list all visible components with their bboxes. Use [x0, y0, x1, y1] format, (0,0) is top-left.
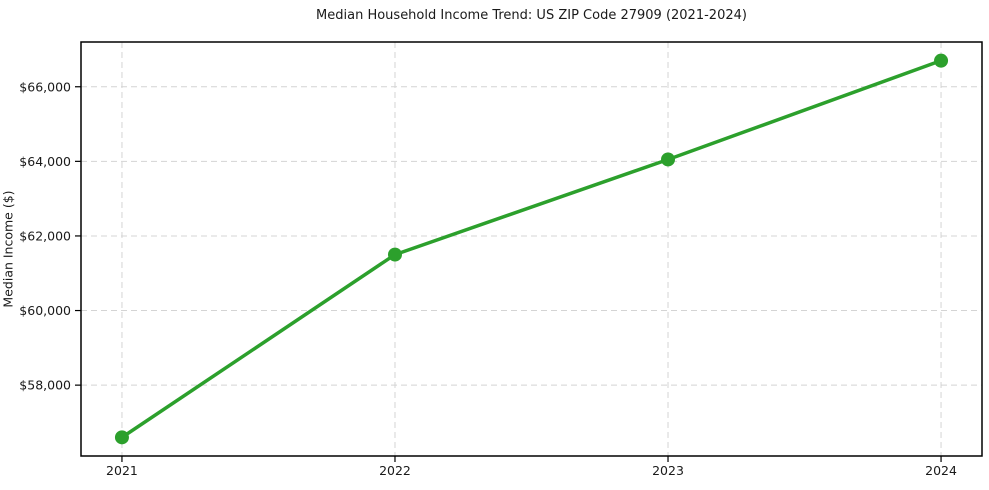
trend-line — [120, 58, 943, 440]
data-point-2024 — [934, 53, 949, 68]
y-tick-label: $58,000 — [19, 378, 71, 393]
data-point-2021 — [114, 430, 129, 445]
x-tick-label: 2022 — [379, 463, 411, 478]
x-tick-label: 2021 — [106, 463, 138, 478]
x-tick-label: 2023 — [652, 463, 684, 478]
y-tick-label: $64,000 — [19, 154, 71, 169]
x-tick-label: 2024 — [925, 463, 957, 478]
data-point-2023 — [661, 152, 676, 167]
y-tick-label: $62,000 — [19, 228, 71, 243]
chart-title: Median Household Income Trend: US ZIP Co… — [316, 8, 747, 23]
data-point-2022 — [387, 247, 402, 262]
axes-frame — [80, 41, 983, 457]
y-tick-label: $60,000 — [19, 303, 71, 318]
y-tick-label: $66,000 — [19, 79, 71, 94]
